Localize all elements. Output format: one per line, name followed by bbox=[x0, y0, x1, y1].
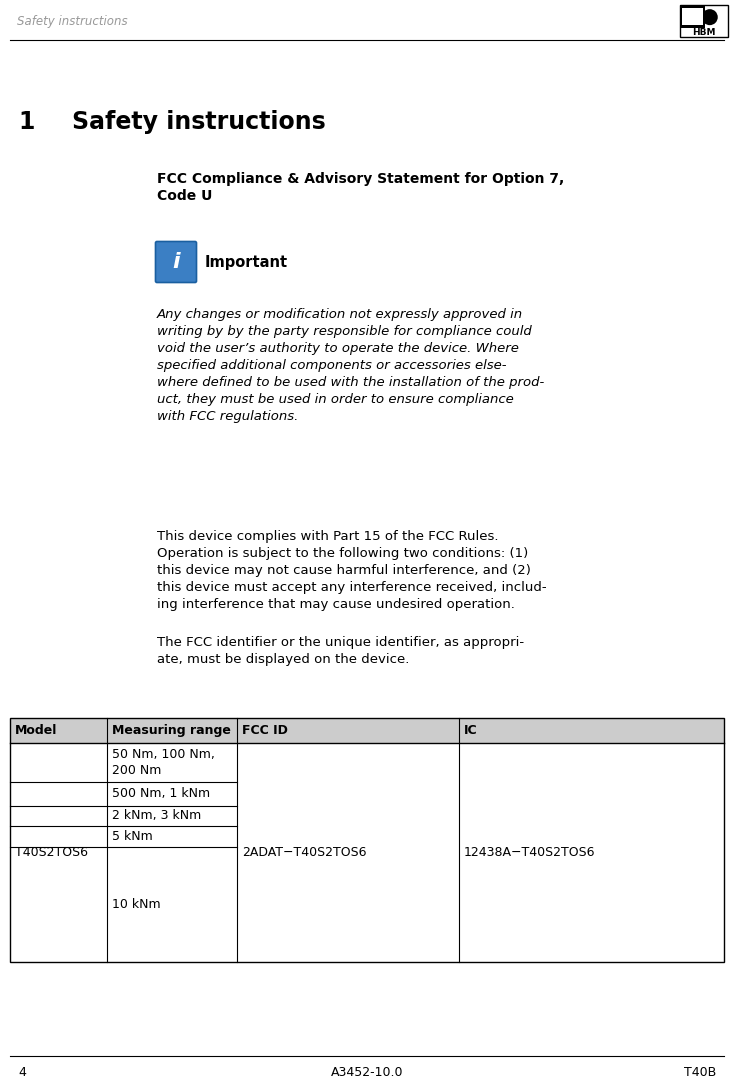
Text: specified additional components or accessories else-: specified additional components or acces… bbox=[157, 359, 506, 372]
Text: i: i bbox=[172, 252, 180, 272]
Bar bbox=[680, 5, 705, 28]
Text: Measuring range: Measuring range bbox=[112, 724, 231, 737]
Text: with FCC regulations.: with FCC regulations. bbox=[157, 410, 299, 423]
Text: Safety instructions: Safety instructions bbox=[72, 110, 326, 134]
Text: 2ADAT−T40S2TOS6: 2ADAT−T40S2TOS6 bbox=[242, 846, 366, 859]
Text: A3452-10.0: A3452-10.0 bbox=[331, 1066, 403, 1078]
Bar bbox=[10, 718, 724, 743]
Text: Any changes or modification not expressly approved in: Any changes or modification not expressl… bbox=[157, 308, 523, 320]
Bar bbox=[10, 718, 724, 962]
Text: Operation is subject to the following two conditions: (1): Operation is subject to the following tw… bbox=[157, 547, 528, 560]
Text: 4: 4 bbox=[18, 1066, 26, 1078]
Text: The FCC identifier or the unique identifier, as appropri-: The FCC identifier or the unique identif… bbox=[157, 635, 524, 649]
Text: 500 Nm, 1 kNm: 500 Nm, 1 kNm bbox=[112, 787, 210, 800]
Text: FCC Compliance & Advisory Statement for Option 7,: FCC Compliance & Advisory Statement for … bbox=[157, 172, 564, 186]
Text: 10 kNm: 10 kNm bbox=[112, 898, 161, 911]
Circle shape bbox=[702, 9, 718, 25]
Text: T40S2TOS6: T40S2TOS6 bbox=[15, 846, 88, 859]
Text: 50 Nm, 100 Nm,
200 Nm: 50 Nm, 100 Nm, 200 Nm bbox=[112, 748, 215, 777]
Text: T40B: T40B bbox=[684, 1066, 716, 1078]
Text: where defined to be used with the installation of the prod-: where defined to be used with the instal… bbox=[157, 376, 544, 389]
Text: this device must accept any interference received, includ-: this device must accept any interference… bbox=[157, 581, 547, 594]
Text: 2 kNm, 3 kNm: 2 kNm, 3 kNm bbox=[112, 810, 201, 823]
Text: ate, must be displayed on the device.: ate, must be displayed on the device. bbox=[157, 653, 410, 666]
Text: Model: Model bbox=[15, 724, 57, 737]
Text: 12438A−T40S2TOS6: 12438A−T40S2TOS6 bbox=[464, 846, 595, 859]
Text: This device complies with Part 15 of the FCC Rules.: This device complies with Part 15 of the… bbox=[157, 530, 498, 543]
Text: Safety instructions: Safety instructions bbox=[17, 15, 128, 28]
Text: writing by by the party responsible for compliance could: writing by by the party responsible for … bbox=[157, 325, 531, 338]
Text: Important: Important bbox=[205, 254, 288, 269]
Text: FCC ID: FCC ID bbox=[242, 724, 288, 737]
Text: ing interference that may cause undesired operation.: ing interference that may cause undesire… bbox=[157, 598, 515, 611]
Text: 1: 1 bbox=[18, 110, 34, 134]
Text: IC: IC bbox=[464, 724, 478, 737]
Bar bbox=[680, 5, 728, 37]
Bar bbox=[682, 8, 703, 25]
Text: uct, they must be used in order to ensure compliance: uct, they must be used in order to ensur… bbox=[157, 393, 514, 405]
Text: void the user’s authority to operate the device. Where: void the user’s authority to operate the… bbox=[157, 342, 519, 355]
Text: HBM: HBM bbox=[692, 27, 716, 37]
FancyBboxPatch shape bbox=[156, 242, 197, 282]
Text: 5 kNm: 5 kNm bbox=[112, 829, 153, 843]
Text: Code U: Code U bbox=[157, 189, 212, 203]
Text: this device may not cause harmful interference, and (2): this device may not cause harmful interf… bbox=[157, 564, 531, 577]
